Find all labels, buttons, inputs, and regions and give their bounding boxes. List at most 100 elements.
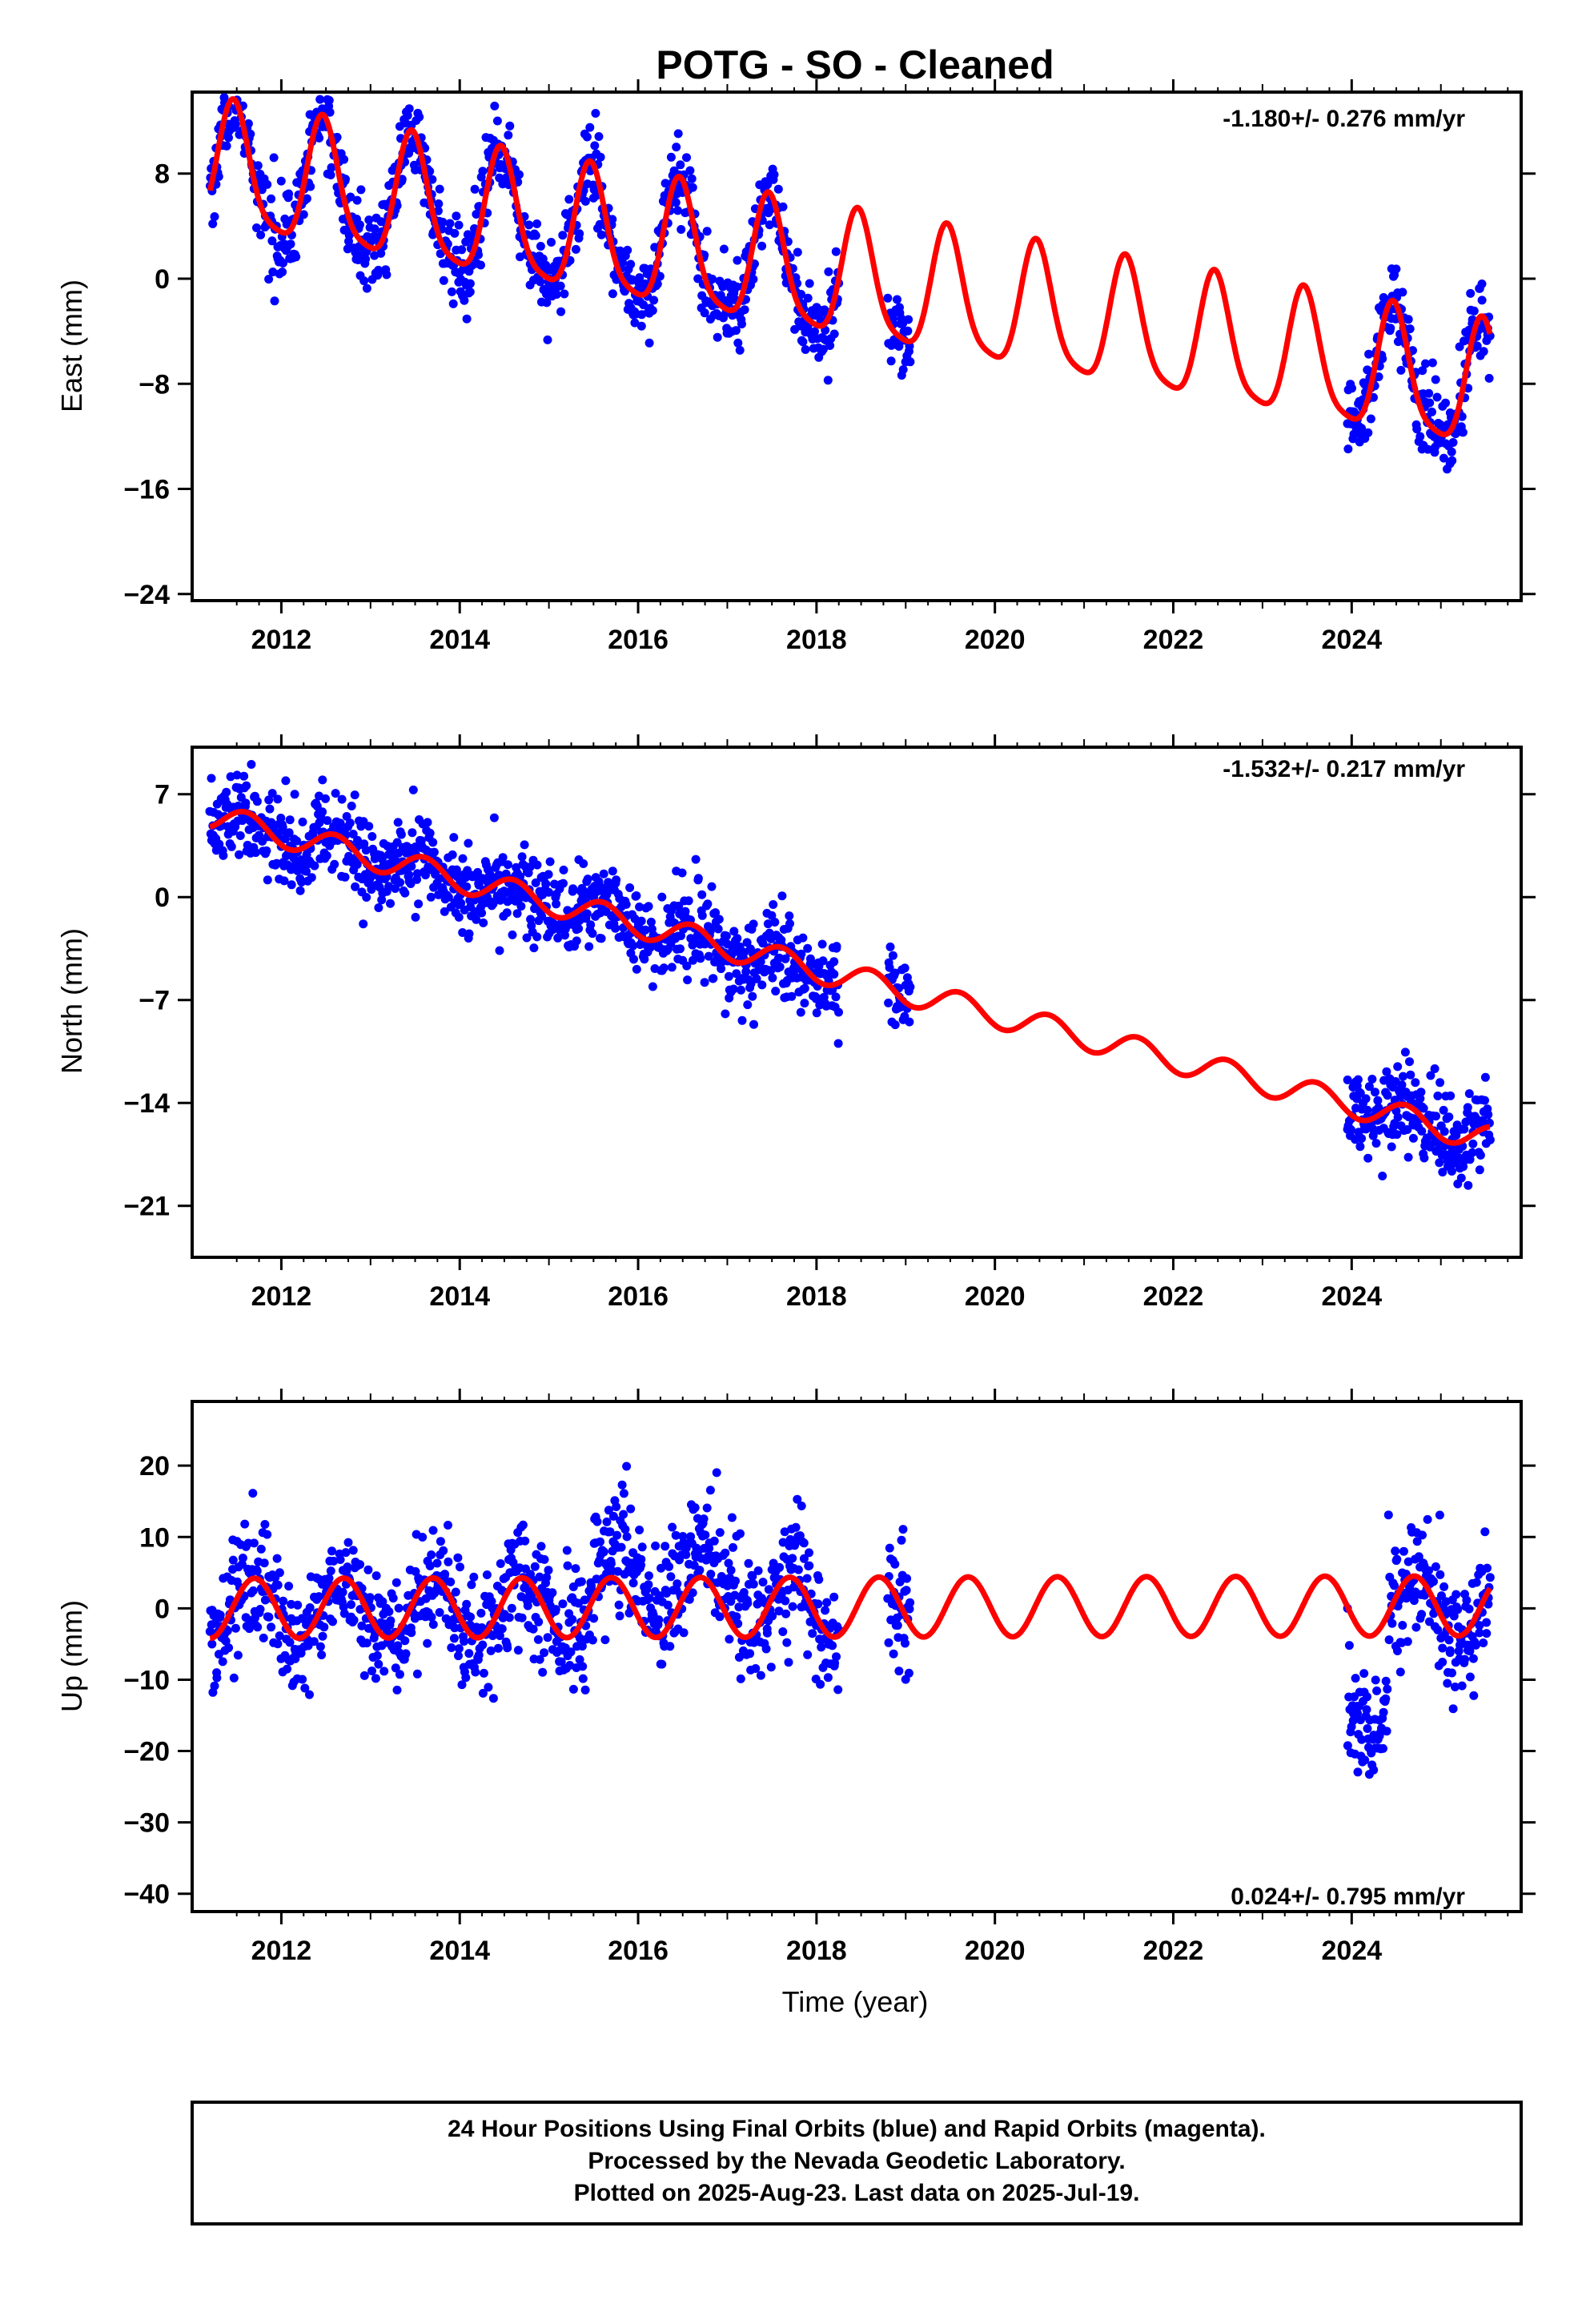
data-point-north <box>235 831 245 840</box>
data-point-up <box>1382 1727 1391 1736</box>
data-point-east <box>793 247 802 257</box>
data-point-east <box>403 111 412 120</box>
data-point-north <box>508 930 517 939</box>
data-point-up <box>215 1610 225 1620</box>
data-point-north <box>583 875 592 884</box>
data-point-north <box>1433 1092 1443 1100</box>
data-point-up <box>788 1602 797 1611</box>
data-point-north <box>267 789 277 798</box>
data-point-north <box>640 925 650 935</box>
data-point-up <box>535 1572 544 1582</box>
data-point-up <box>1363 1724 1372 1733</box>
data-point-up <box>1353 1708 1362 1718</box>
data-point-east <box>315 133 324 143</box>
data-point-up <box>1485 1573 1495 1582</box>
data-point-north <box>758 939 768 948</box>
data-point-up <box>357 1621 367 1630</box>
data-point-north <box>1368 1131 1378 1140</box>
y-tick-label-up: −40 <box>123 1880 170 1910</box>
data-point-east <box>623 245 632 255</box>
data-point-north <box>693 874 703 883</box>
data-point-east <box>1439 453 1448 463</box>
data-point-east <box>831 247 841 256</box>
data-point-east <box>724 299 733 308</box>
data-point-up <box>454 1644 464 1654</box>
data-point-north <box>1364 1082 1374 1092</box>
data-point-up <box>1369 1765 1379 1775</box>
data-point-north <box>568 884 578 894</box>
data-point-north <box>696 954 705 963</box>
data-point-north <box>227 842 236 851</box>
data-point-north <box>1400 1047 1410 1057</box>
data-point-north <box>1382 1067 1391 1076</box>
data-point-north <box>596 934 606 943</box>
data-point-east <box>731 326 741 336</box>
data-point-east <box>1343 444 1353 454</box>
data-point-east <box>636 321 646 331</box>
data-point-up <box>372 1651 382 1660</box>
data-point-up <box>319 1622 329 1632</box>
y-tick-label-up: 10 <box>139 1522 170 1553</box>
data-point-up <box>1381 1676 1391 1686</box>
footer-line-3: Plotted on 2025-Aug-23. Last data on 202… <box>574 2180 1140 2206</box>
data-point-north <box>890 1020 900 1030</box>
data-point-east <box>1374 372 1383 381</box>
data-point-up <box>600 1635 610 1645</box>
data-point-up <box>1409 1596 1419 1606</box>
data-point-up <box>469 1572 479 1582</box>
data-point-north <box>697 890 707 899</box>
data-point-east <box>894 342 904 351</box>
data-point-up <box>589 1614 599 1623</box>
data-point-north <box>890 968 900 978</box>
data-point-north <box>706 923 715 932</box>
data-point-north <box>711 908 721 918</box>
data-point-north <box>1485 1135 1495 1144</box>
data-point-up <box>1438 1643 1447 1653</box>
data-point-north <box>1403 1125 1412 1134</box>
data-point-up <box>339 1609 349 1618</box>
data-point-east <box>1425 398 1435 408</box>
data-point-east <box>332 132 342 142</box>
data-point-up <box>456 1562 464 1572</box>
data-point-up <box>793 1494 802 1504</box>
data-point-up <box>253 1622 263 1632</box>
data-point-up <box>822 1598 832 1607</box>
data-point-up <box>305 1690 314 1699</box>
data-point-up <box>273 1639 283 1649</box>
data-point-up <box>780 1527 789 1537</box>
data-point-up <box>568 1684 578 1694</box>
data-point-up <box>576 1577 586 1586</box>
data-point-up <box>284 1582 294 1591</box>
data-point-east <box>628 275 637 284</box>
data-point-north <box>1435 1158 1444 1168</box>
data-point-north <box>504 860 512 870</box>
data-point-east <box>346 192 355 202</box>
data-point-up <box>1447 1668 1456 1678</box>
x-tick-label-up: 2024 <box>1322 1936 1383 1966</box>
data-point-north <box>342 812 351 821</box>
data-point-east <box>575 229 584 239</box>
data-point-east <box>524 220 534 230</box>
data-point-up <box>1482 1629 1492 1638</box>
data-point-up <box>788 1554 797 1563</box>
data-point-north <box>377 895 387 905</box>
data-point-north <box>737 1015 747 1025</box>
data-point-up <box>1448 1704 1458 1714</box>
data-point-north <box>1405 1057 1414 1067</box>
data-point-east <box>382 270 391 279</box>
data-point-up <box>453 1553 463 1562</box>
data-point-up <box>751 1664 761 1673</box>
data-point-up <box>335 1555 345 1564</box>
data-point-north <box>829 957 839 967</box>
data-point-up <box>386 1616 396 1626</box>
data-point-up <box>1392 1554 1402 1564</box>
data-point-north <box>767 911 777 920</box>
data-point-east <box>284 189 294 199</box>
data-point-east <box>687 174 697 183</box>
data-point-east <box>208 219 218 228</box>
data-point-east <box>773 184 783 194</box>
data-point-north <box>572 936 581 946</box>
data-point-up <box>1429 1577 1438 1586</box>
data-point-up <box>1363 1692 1371 1702</box>
data-point-north <box>1415 1094 1425 1104</box>
